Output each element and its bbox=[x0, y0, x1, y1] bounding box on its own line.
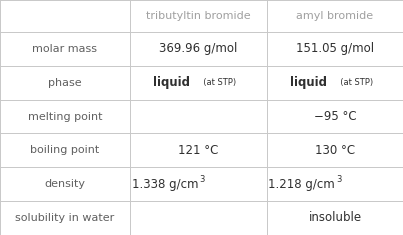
Text: 3: 3 bbox=[336, 175, 341, 184]
Text: phase: phase bbox=[48, 78, 82, 88]
Text: tributyltin bromide: tributyltin bromide bbox=[146, 11, 251, 21]
Text: liquid: liquid bbox=[290, 76, 335, 89]
Text: amyl bromide: amyl bromide bbox=[297, 11, 374, 21]
Text: 151.05 g/mol: 151.05 g/mol bbox=[296, 42, 374, 55]
Text: (at STP): (at STP) bbox=[335, 78, 373, 87]
Text: (at STP): (at STP) bbox=[199, 78, 237, 87]
Text: liquid: liquid bbox=[153, 76, 199, 89]
Text: density: density bbox=[44, 179, 85, 189]
Text: −95 °C: −95 °C bbox=[314, 110, 356, 123]
Text: solubility in water: solubility in water bbox=[15, 213, 114, 223]
Text: melting point: melting point bbox=[28, 111, 102, 121]
Text: 369.96 g/mol: 369.96 g/mol bbox=[159, 42, 238, 55]
Text: insoluble: insoluble bbox=[308, 212, 361, 224]
Text: boiling point: boiling point bbox=[30, 145, 100, 155]
Text: 3: 3 bbox=[199, 175, 205, 184]
Text: 1.338 g/cm: 1.338 g/cm bbox=[132, 178, 199, 191]
Text: molar mass: molar mass bbox=[33, 44, 98, 54]
Text: 1.218 g/cm: 1.218 g/cm bbox=[268, 178, 335, 191]
Text: 121 °C: 121 °C bbox=[178, 144, 219, 157]
Text: 130 °C: 130 °C bbox=[315, 144, 355, 157]
